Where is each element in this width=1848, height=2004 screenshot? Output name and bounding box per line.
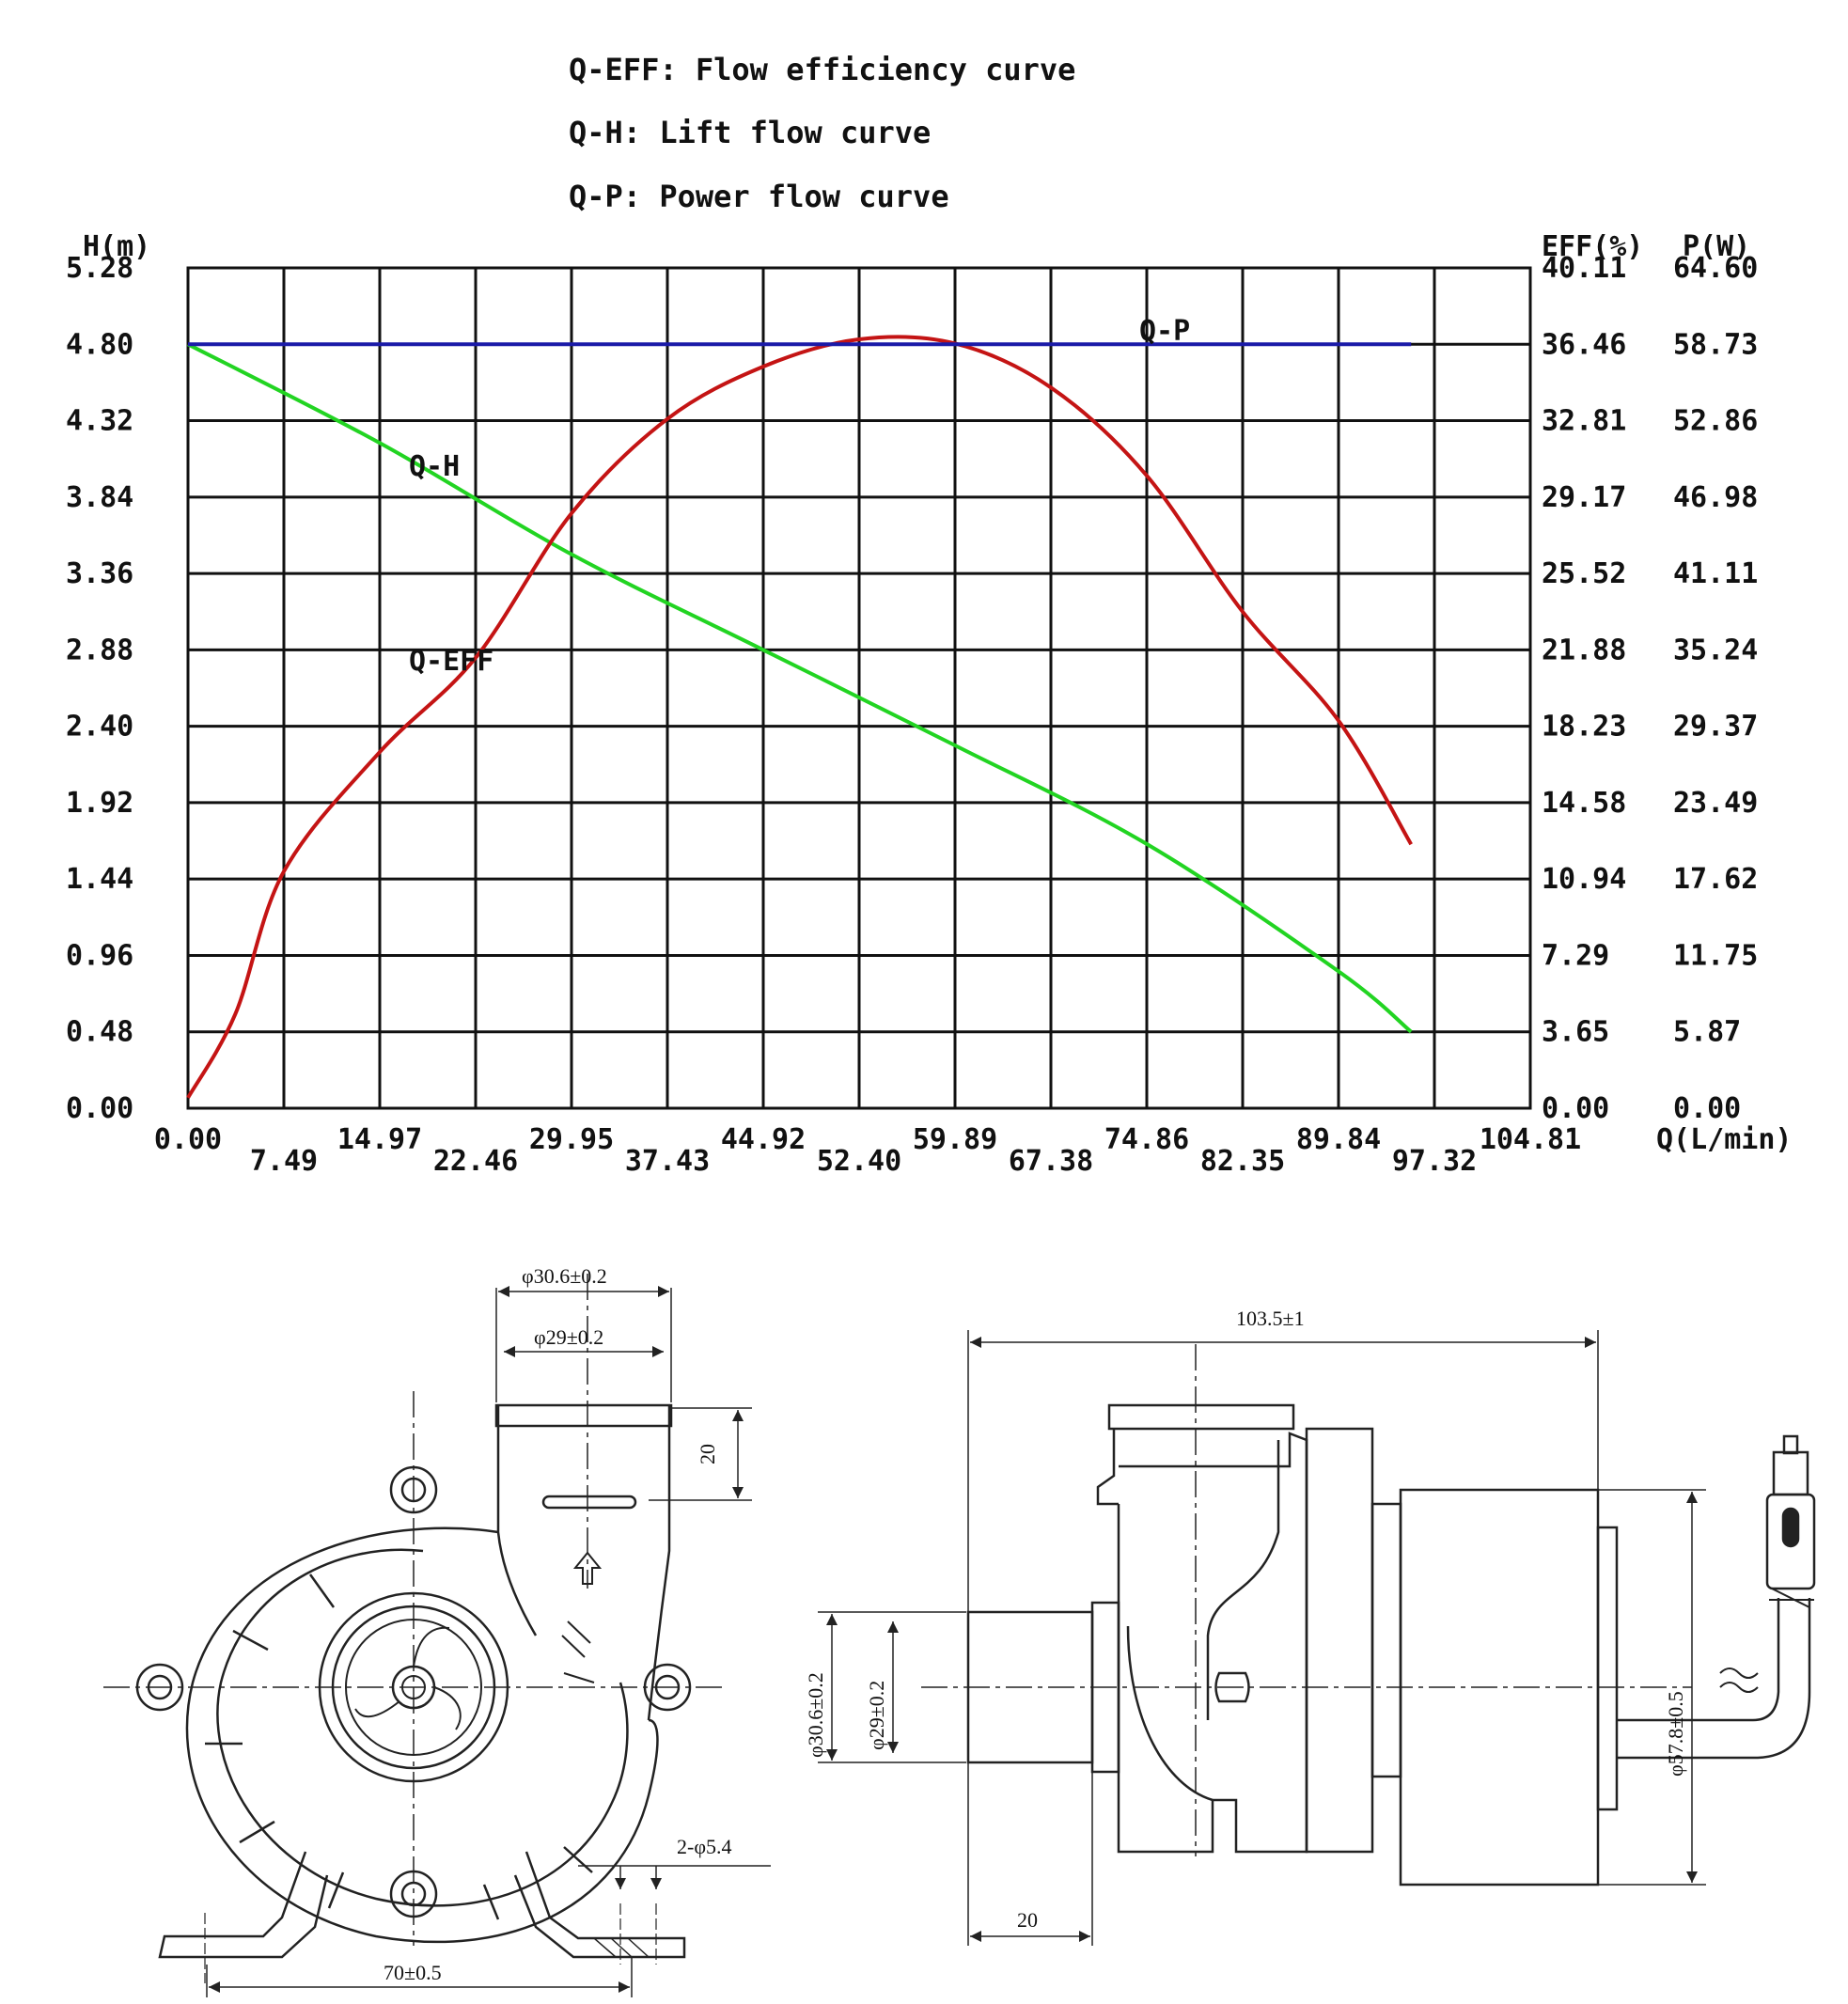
legend-eff: Q-EFF: Flow efficiency curve <box>569 52 1076 87</box>
front-height: 20 <box>696 1444 719 1464</box>
eff-tick-label: 7.29 <box>1542 939 1609 972</box>
side-inner-dia: φ29±0.2 <box>865 1681 888 1750</box>
front-dimensions <box>206 1286 771 1997</box>
side-outer-dia: φ30.6±0.2 <box>804 1672 827 1758</box>
right-axis-title-eff: EFF(%) <box>1542 230 1643 263</box>
x-tick-label: 74.86 <box>1104 1123 1189 1156</box>
x-tick-label: 67.38 <box>1009 1145 1093 1178</box>
eff-tick-label: 14.58 <box>1542 787 1626 820</box>
label-q-h: Q-H <box>409 450 460 483</box>
h-tick-label: 4.32 <box>66 405 133 438</box>
eff-tick-label: 3.65 <box>1542 1016 1609 1049</box>
h-tick-label: 1.44 <box>66 863 133 896</box>
eff-tick-label: 29.17 <box>1542 481 1626 514</box>
side-view <box>921 1344 1816 1887</box>
h-tick-label: 2.88 <box>66 634 133 666</box>
side-dimensions <box>818 1330 1706 1946</box>
technical-drawings: φ30.6±0.2 φ29±0.2 20 2-φ5.4 70±0.5 <box>103 1264 1816 1997</box>
h-tick-label: 5.28 <box>66 252 133 285</box>
x-axis-title: Q(L/min) <box>1656 1123 1793 1156</box>
p-tick-label: 29.37 <box>1673 711 1758 744</box>
h-tick-label: 0.48 <box>66 1016 133 1049</box>
p-tick-label: 52.86 <box>1673 405 1758 438</box>
pump-performance-chart: 0.00 0.00 0.00 0.48 3.65 5.87 0.96 7.29 11.75 1.4… <box>66 230 1793 1178</box>
eff-tick-label: 21.88 <box>1542 634 1626 666</box>
front-holes: 2-φ5.4 <box>677 1835 732 1858</box>
grid <box>188 268 1530 1108</box>
p-tick-label: 46.98 <box>1673 481 1758 514</box>
eff-tick-label: 40.11 <box>1542 252 1626 285</box>
h-tick-label: 0.00 <box>66 1092 133 1125</box>
x-tick-label: 59.89 <box>913 1123 997 1156</box>
p-tick-label: 5.87 <box>1673 1016 1741 1049</box>
side-body-dia: φ57.8±0.5 <box>1664 1691 1687 1777</box>
h-tick-label: 3.36 <box>66 557 133 590</box>
series-lines <box>186 335 1413 1099</box>
h-tick-label: 3.84 <box>66 481 133 514</box>
x-tick-label: 29.95 <box>529 1123 614 1156</box>
front-width: 70±0.5 <box>384 1961 442 1984</box>
front-inner-dia: φ29±0.2 <box>534 1325 603 1349</box>
p-tick-label: 41.11 <box>1673 557 1758 590</box>
x-tick-label: 37.43 <box>625 1145 710 1178</box>
legend-h: Q-H: Lift flow curve <box>569 115 932 150</box>
side-inlet-length: 20 <box>1017 1908 1038 1932</box>
side-length: 103.5±1 <box>1236 1307 1305 1330</box>
eff-tick-label: 0.00 <box>1542 1092 1609 1125</box>
p-tick-label: 0.00 <box>1673 1092 1741 1125</box>
front-view <box>103 1274 724 1983</box>
h-tick-label: 0.96 <box>66 939 133 972</box>
x-tick-label: 44.92 <box>721 1123 806 1156</box>
x-tick-label: 52.40 <box>817 1145 901 1178</box>
label-q-p: Q-P <box>1139 315 1190 348</box>
p-tick-label: 35.24 <box>1673 634 1758 666</box>
x-tick-label: 14.97 <box>337 1123 422 1156</box>
h-tick-label: 4.80 <box>66 328 133 361</box>
x-tick-label: 97.32 <box>1392 1145 1477 1178</box>
p-tick-label: 11.75 <box>1673 939 1758 972</box>
series-q-h <box>187 342 1413 1034</box>
legend-p: Q-P: Power flow curve <box>569 179 949 214</box>
x-tick-label: 7.49 <box>250 1145 318 1178</box>
x-tick-label: 22.46 <box>433 1145 518 1178</box>
x-tick-label: 82.35 <box>1200 1145 1285 1178</box>
p-tick-label: 58.73 <box>1673 328 1758 361</box>
p-tick-label: 64.60 <box>1673 252 1758 285</box>
eff-tick-label: 25.52 <box>1542 557 1626 590</box>
series-q-eff <box>186 335 1413 1099</box>
tick-labels: 0.00 0.00 0.00 0.48 3.65 5.87 0.96 7.29 11.75 1.4… <box>66 252 1758 1178</box>
h-tick-label: 1.92 <box>66 787 133 820</box>
front-outer-dia: φ30.6±0.2 <box>522 1264 607 1288</box>
x-tick-label: 0.00 <box>154 1123 222 1156</box>
h-tick-label: 2.40 <box>66 711 133 744</box>
eff-tick-label: 18.23 <box>1542 711 1626 744</box>
eff-tick-label: 10.94 <box>1542 863 1626 896</box>
left-axis-title: H(m) <box>83 230 150 263</box>
eff-tick-label: 32.81 <box>1542 405 1626 438</box>
p-tick-label: 17.62 <box>1673 863 1758 896</box>
right-axis-title-p: P(W) <box>1683 230 1750 263</box>
p-tick-label: 23.49 <box>1673 787 1758 820</box>
label-q-eff: Q-EFF <box>409 645 493 678</box>
x-tick-label: 89.84 <box>1296 1123 1381 1156</box>
x-tick-label: 104.81 <box>1480 1123 1581 1156</box>
eff-tick-label: 36.46 <box>1542 328 1626 361</box>
